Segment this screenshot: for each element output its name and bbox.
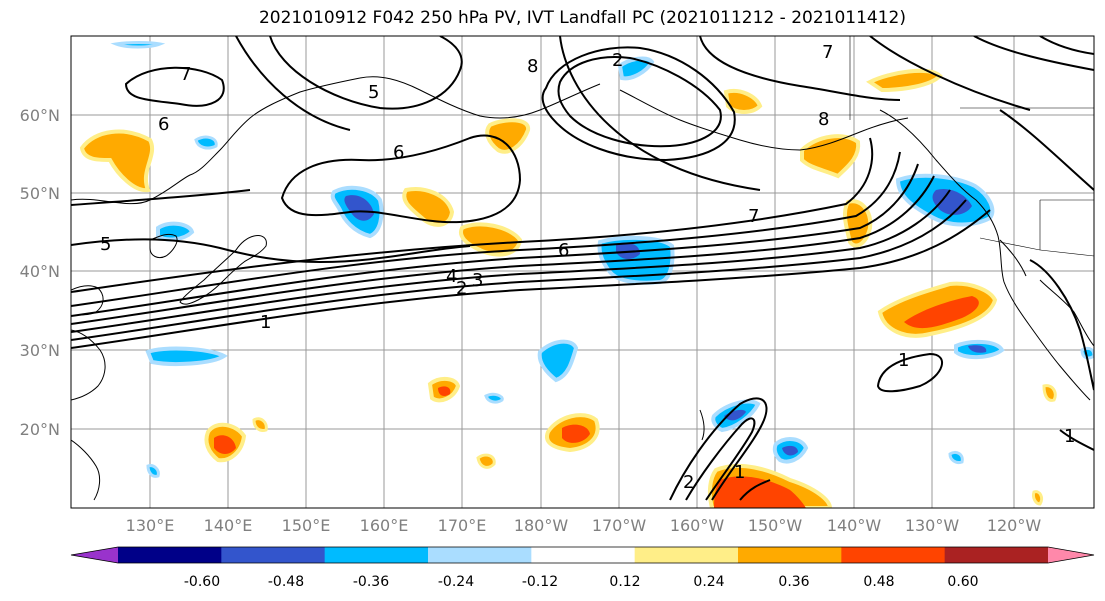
contour-label: 5 bbox=[100, 234, 111, 255]
colorbar-segment bbox=[944, 547, 1049, 563]
contour-label: 4 bbox=[446, 266, 457, 287]
lat-label: 60°N bbox=[20, 106, 60, 125]
colorbar-segment bbox=[841, 547, 946, 563]
colorbar-extend-min bbox=[71, 547, 118, 563]
anomaly-positive bbox=[800, 134, 861, 179]
contour-label: 2 bbox=[612, 50, 623, 71]
anomaly-strong-negative bbox=[968, 345, 987, 353]
contour-label: 1 bbox=[260, 312, 271, 333]
anomaly-positive bbox=[485, 118, 530, 154]
anomaly-positive bbox=[1032, 490, 1044, 506]
colorbar-tick-label: 0.48 bbox=[863, 574, 894, 590]
anomaly-negative bbox=[948, 450, 964, 464]
anomaly-strong-negative bbox=[782, 445, 798, 456]
lat-label: 40°N bbox=[20, 262, 60, 281]
anomaly-negative bbox=[194, 135, 218, 150]
anomaly-positive bbox=[1042, 384, 1057, 402]
contour-label: 1 bbox=[1064, 426, 1075, 447]
colorbar-outline bbox=[70, 546, 1095, 564]
colorbar-tick-label: -0.48 bbox=[268, 574, 304, 590]
anomaly-positive bbox=[476, 453, 496, 469]
anomaly-strong bbox=[714, 476, 806, 508]
contour-label: 3 bbox=[472, 270, 483, 291]
colorbar-tick-label: 0.36 bbox=[778, 574, 809, 590]
lon-label: 140°W bbox=[827, 516, 882, 535]
colorbar-tick-label: 0.60 bbox=[947, 574, 978, 590]
gridlines bbox=[71, 36, 1094, 508]
map-border bbox=[70, 35, 1095, 509]
anomaly-negative bbox=[484, 392, 504, 404]
colorbar-tick-label: -0.12 bbox=[522, 574, 558, 590]
anomaly-negative bbox=[145, 346, 228, 366]
colorbar-tick-label: 0.12 bbox=[609, 574, 640, 590]
anomaly-positive bbox=[402, 187, 455, 227]
colorbar-segment bbox=[531, 547, 636, 563]
lat-labels: 60°N 50°N 40°N 30°N 20°N bbox=[20, 106, 60, 439]
anomaly-strong bbox=[438, 386, 451, 396]
contour-label: 8 bbox=[527, 56, 538, 77]
lon-label: 150°W bbox=[748, 516, 803, 535]
colorbar-segment bbox=[738, 547, 842, 563]
contour-label: 6 bbox=[393, 142, 404, 163]
colorbar-tick-label: 0.24 bbox=[693, 574, 724, 590]
contour-label: 2 bbox=[683, 472, 694, 493]
lat-label: 50°N bbox=[20, 184, 60, 203]
contour-label: 2 bbox=[456, 278, 467, 299]
contour-label: 7 bbox=[822, 42, 833, 63]
anomaly-positive bbox=[842, 199, 873, 248]
lat-label: 30°N bbox=[20, 341, 60, 360]
colorbar-tick-label: -0.24 bbox=[438, 574, 474, 590]
anomaly-negative bbox=[110, 41, 166, 49]
contour-label: 7 bbox=[180, 64, 191, 85]
anomaly-strong-negative bbox=[932, 188, 972, 215]
lon-label: 160°E bbox=[360, 516, 409, 535]
lon-label: 160°W bbox=[670, 516, 725, 535]
anomaly-negative bbox=[156, 221, 195, 242]
lon-label: 170°W bbox=[592, 516, 647, 535]
colorbar-extend-max bbox=[1048, 547, 1094, 563]
anomaly-strong bbox=[904, 296, 979, 329]
lon-label: 130°W bbox=[905, 516, 960, 535]
colorbar-segment bbox=[118, 547, 222, 563]
colorbar-segment bbox=[634, 547, 739, 563]
anomaly-strong bbox=[214, 435, 236, 454]
colorbar-tick-labels: -0.60 -0.48 -0.36 -0.24 -0.12 0.12 0.24 … bbox=[184, 574, 979, 590]
borders bbox=[849, 36, 1094, 257]
lon-label: 140°E bbox=[204, 516, 253, 535]
contour-label: 7 bbox=[748, 206, 759, 227]
lon-label: 170°E bbox=[438, 516, 487, 535]
anomaly-positive bbox=[79, 129, 154, 193]
lon-label: 130°E bbox=[126, 516, 175, 535]
pv-contours bbox=[71, 36, 1094, 501]
anomaly-strong bbox=[562, 424, 590, 443]
colorbar-segment bbox=[221, 547, 326, 563]
lon-label: 180°W bbox=[514, 516, 569, 535]
contour-label: 5 bbox=[368, 82, 379, 103]
anomaly-positive bbox=[252, 417, 268, 432]
lon-labels: 130°E 140°E 150°E 160°E 170°E 180°W 170°… bbox=[126, 516, 1042, 535]
colorbar-tick-label: -0.60 bbox=[184, 574, 220, 590]
contour-labels: 7 6 5 8 7 8 7 6 5 6 4 3 2 1 1 2 2 1 1 bbox=[100, 42, 1075, 493]
colorbar-segment bbox=[324, 547, 429, 563]
lat-label: 20°N bbox=[20, 420, 60, 439]
anomaly-positive bbox=[459, 222, 523, 257]
colorbar-tick-label: -0.36 bbox=[353, 574, 389, 590]
anomaly-strong-negative bbox=[724, 409, 746, 421]
map-title: 2021010912 F042 250 hPa PV, IVT Landfall… bbox=[258, 8, 906, 28]
colorbar-segment bbox=[428, 547, 532, 563]
contour-label: 8 bbox=[818, 109, 829, 130]
lon-label: 120°W bbox=[987, 516, 1042, 535]
colorbar bbox=[70, 546, 1095, 564]
anomaly-negative bbox=[617, 56, 655, 81]
contour-label: 1 bbox=[898, 350, 909, 371]
anomaly-negative bbox=[537, 339, 579, 383]
anomaly-negative bbox=[1080, 346, 1094, 360]
anomaly-strong-negative bbox=[344, 195, 374, 221]
lon-label: 150°E bbox=[282, 516, 331, 535]
contour-label: 6 bbox=[558, 240, 569, 261]
contour-label: 6 bbox=[158, 114, 169, 135]
anomaly-negative bbox=[146, 464, 160, 478]
contour-label: 1 bbox=[734, 462, 745, 483]
